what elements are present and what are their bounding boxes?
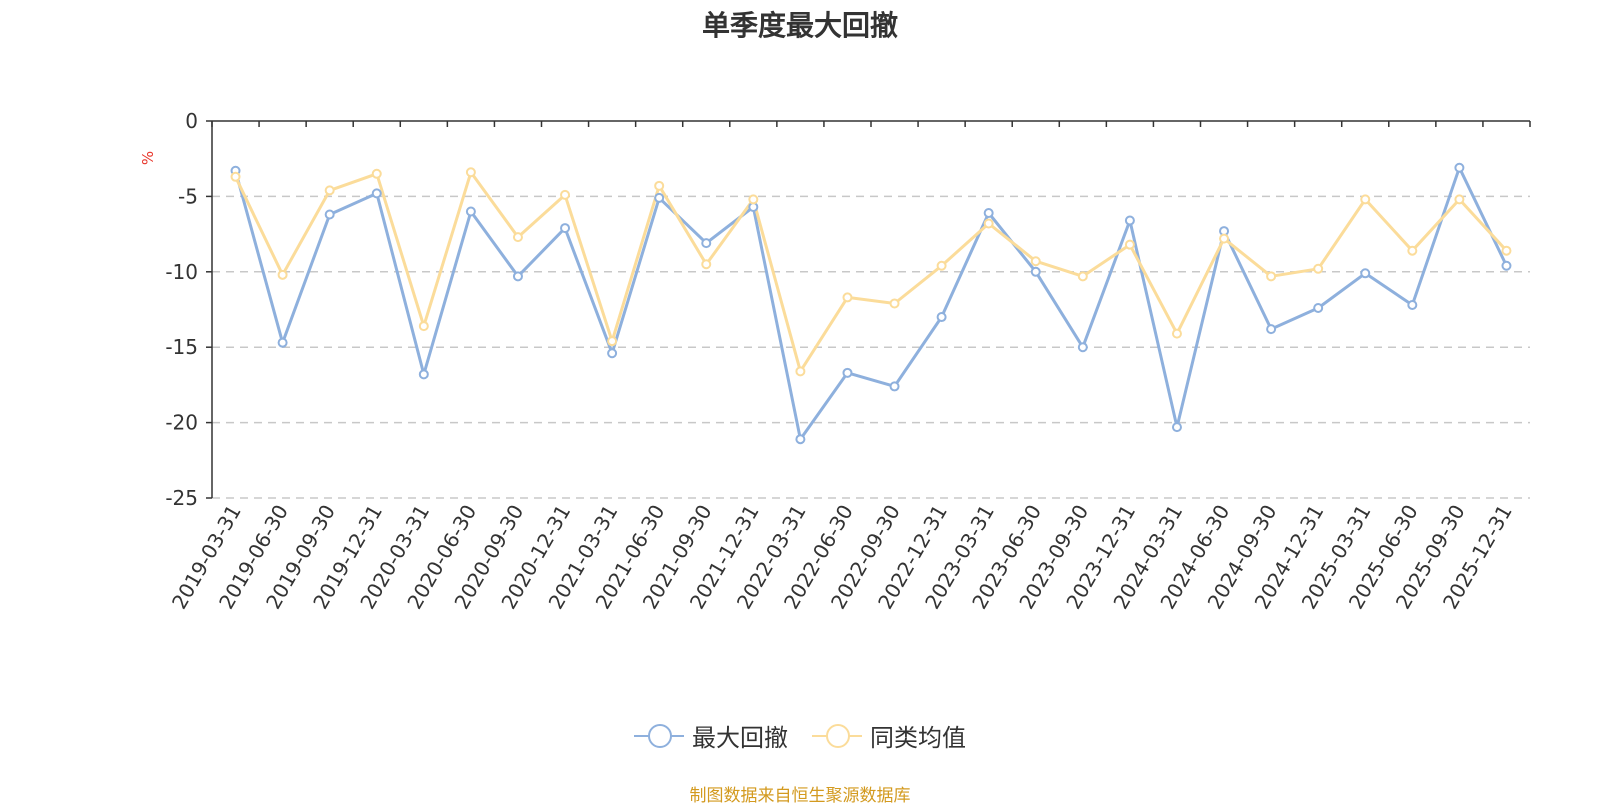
- series-line-max-drawdown: [234, 166, 1508, 441]
- data-point-max-drawdown: [1407, 299, 1418, 310]
- data-point-max-drawdown: [1171, 422, 1182, 433]
- data-point-peer-average: [983, 218, 994, 229]
- data-point-peer-average: [936, 260, 947, 271]
- y-tick-label: -25: [165, 486, 198, 510]
- data-point-peer-average: [1501, 245, 1512, 256]
- grid-layer: [212, 195, 1530, 499]
- data-point-peer-average: [748, 194, 759, 205]
- legend-swatch-max-drawdown-icon: [634, 723, 684, 749]
- legend: 最大回撤 同类均值: [0, 718, 1600, 753]
- data-point-max-drawdown: [889, 381, 900, 392]
- data-point-max-drawdown: [371, 188, 382, 199]
- data-point-max-drawdown: [795, 434, 806, 445]
- axis-layer: 0-5-10-15-20-252019-03-312019-06-302019-…: [165, 109, 1531, 613]
- data-point-max-drawdown: [277, 337, 288, 348]
- data-point-peer-average: [1124, 239, 1135, 250]
- legend-swatch-peer-average-icon: [812, 723, 862, 749]
- data-point-peer-average: [418, 321, 429, 332]
- y-tick-label: -20: [165, 411, 198, 435]
- data-point-peer-average: [512, 232, 523, 243]
- data-point-max-drawdown: [1030, 266, 1041, 277]
- data-point-max-drawdown: [1077, 342, 1088, 353]
- legend-label-peer-average: 同类均值: [870, 724, 966, 752]
- data-point-max-drawdown: [1124, 215, 1135, 226]
- data-point-peer-average: [607, 336, 618, 347]
- data-point-peer-average: [371, 168, 382, 179]
- data-point-max-drawdown: [936, 312, 947, 323]
- data-point-peer-average: [230, 171, 241, 182]
- data-point-peer-average: [1171, 328, 1182, 339]
- legend-label-max-drawdown: 最大回撤: [692, 724, 788, 752]
- y-tick-label: 0: [185, 109, 198, 133]
- source-note: 制图数据来自恒生聚源数据库: [689, 786, 911, 806]
- data-point-peer-average: [1454, 194, 1465, 205]
- data-point-max-drawdown: [465, 206, 476, 217]
- data-point-max-drawdown: [1360, 268, 1371, 279]
- data-point-max-drawdown: [1501, 260, 1512, 271]
- data-point-max-drawdown: [418, 369, 429, 380]
- y-axis-label: %: [139, 151, 157, 165]
- legend-item-max-drawdown[interactable]: 最大回撤: [634, 718, 788, 753]
- data-point-peer-average: [889, 298, 900, 309]
- data-point-peer-average: [795, 366, 806, 377]
- y-tick-label: -5: [178, 184, 198, 208]
- data-point-peer-average: [1030, 256, 1041, 267]
- data-point-peer-average: [277, 269, 288, 280]
- data-point-max-drawdown: [1266, 324, 1277, 335]
- data-point-peer-average: [1219, 233, 1230, 244]
- data-point-max-drawdown: [654, 192, 665, 203]
- data-point-peer-average: [701, 259, 712, 270]
- data-point-max-drawdown: [1454, 162, 1465, 173]
- data-point-max-drawdown: [607, 348, 618, 359]
- data-point-peer-average: [1077, 271, 1088, 282]
- data-point-max-drawdown: [842, 367, 853, 378]
- data-point-max-drawdown: [983, 207, 994, 218]
- data-point-peer-average: [1360, 194, 1371, 205]
- data-point-peer-average: [560, 189, 571, 200]
- chart-title: 单季度最大回撤: [701, 9, 898, 42]
- y-tick-label: -15: [165, 335, 198, 359]
- y-tick-label: -10: [165, 260, 198, 284]
- data-point-peer-average: [1266, 271, 1277, 282]
- data-point-max-drawdown: [1313, 302, 1324, 313]
- legend-item-peer-average[interactable]: 同类均值: [812, 718, 966, 753]
- series-layer: [230, 162, 1512, 445]
- data-point-peer-average: [654, 180, 665, 191]
- data-point-peer-average: [1407, 245, 1418, 256]
- data-point-max-drawdown: [512, 271, 523, 282]
- series-line-peer-average: [234, 170, 1508, 373]
- data-point-max-drawdown: [560, 223, 571, 234]
- data-point-peer-average: [1313, 263, 1324, 274]
- data-point-max-drawdown: [701, 238, 712, 249]
- data-point-peer-average: [842, 292, 853, 303]
- data-point-peer-average: [465, 167, 476, 178]
- data-point-max-drawdown: [324, 209, 335, 220]
- data-point-peer-average: [324, 185, 335, 196]
